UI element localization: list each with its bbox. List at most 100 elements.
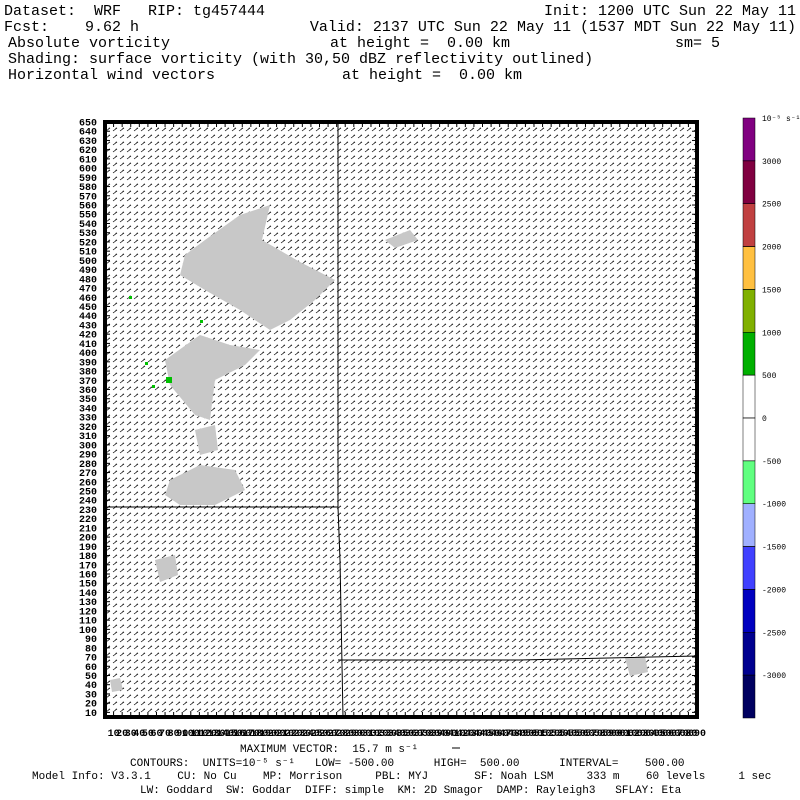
y-tick-label: 280 — [79, 460, 97, 471]
reflectivity-cell — [145, 362, 148, 365]
colorbar-segment — [742, 203, 756, 247]
x-tick-label: 10 — [108, 729, 120, 740]
y-tick-label: 210 — [79, 524, 97, 535]
y-tick-label: 190 — [79, 543, 97, 554]
colorbar-label: 0 — [762, 415, 767, 424]
x-tick-label: 270 — [328, 729, 346, 740]
y-tick-label: 420 — [79, 331, 97, 342]
x-tick-label: 290 — [345, 729, 363, 740]
frame — [103, 120, 699, 719]
y-tick-label: 410 — [79, 340, 97, 351]
x-tick-label: 220 — [285, 729, 303, 740]
x-tick-label: 110 — [190, 729, 208, 740]
y-tick-label: 110 — [79, 617, 97, 628]
state-border — [338, 655, 698, 661]
x-tick-label: 210 — [276, 729, 294, 740]
y-tick-label: 360 — [79, 386, 97, 397]
y-tick-label: 150 — [79, 580, 97, 591]
x-tick-label: 460 — [491, 729, 509, 740]
colorbar-segment — [742, 117, 756, 162]
y-tick-label: 510 — [79, 248, 97, 259]
x-tick-label: 410 — [448, 729, 466, 740]
y-tick-label: 330 — [79, 414, 97, 425]
y-tick-label: 580 — [79, 183, 97, 194]
colorbar-segment — [742, 160, 756, 204]
field-name: Absolute vorticity — [8, 35, 170, 52]
x-tick-label: 550 — [568, 729, 586, 740]
x-tick-label: 100 — [182, 729, 200, 740]
x-tick-label: 540 — [559, 729, 577, 740]
x-tick-label: 570 — [585, 729, 603, 740]
y-tick-label: 600 — [79, 165, 97, 176]
y-tick-label: 270 — [79, 469, 97, 480]
x-tick-label: 610 — [619, 729, 637, 740]
y-tick-label: 590 — [79, 174, 97, 185]
y-tick-label: 650 — [79, 119, 97, 130]
colorbar-segment — [742, 546, 756, 590]
y-tick-label: 320 — [79, 423, 97, 434]
x-tick-label: 200 — [268, 729, 286, 740]
x-tick-label: 130 — [208, 729, 226, 740]
x-tick-label: 370 — [413, 729, 431, 740]
y-tick-label: 530 — [79, 229, 97, 240]
x-tick-label: 650 — [654, 729, 672, 740]
x-tick-label: 280 — [336, 729, 354, 740]
y-tick-label: 50 — [85, 672, 97, 683]
x-tick-label: 390 — [431, 729, 449, 740]
y-tick-label: 290 — [79, 451, 97, 462]
model-info: Model Info: V3.3.1 CU: No Cu MP: Morriso… — [32, 771, 771, 783]
colorbar-label: 2000 — [762, 244, 781, 253]
y-tick-label: 430 — [79, 321, 97, 332]
x-tick-label: 560 — [576, 729, 594, 740]
colorbar-label: 2500 — [762, 201, 781, 210]
y-tick-label: 610 — [79, 155, 97, 166]
x-tick-label: 190 — [259, 729, 277, 740]
y-tick-label: 380 — [79, 368, 97, 379]
y-tick-label: 540 — [79, 220, 97, 231]
y-tick-label: 640 — [79, 128, 97, 139]
max-vector: MAXIMUM VECTOR: 15.7 m s⁻¹ — [240, 744, 418, 756]
y-tick-label: 90 — [85, 635, 97, 646]
y-tick-label: 120 — [79, 607, 97, 618]
y-tick-label: 260 — [79, 478, 97, 489]
wind-vectors — [105, 122, 697, 717]
y-tick-label: 480 — [79, 275, 97, 286]
shade-region — [625, 656, 648, 676]
reflectivity-cell — [166, 377, 172, 383]
x-tick-label: 170 — [242, 729, 260, 740]
x-tick-label: 660 — [662, 729, 680, 740]
y-tick-label: 620 — [79, 146, 97, 157]
x-tick-label: 70 — [159, 729, 171, 740]
x-tick-label: 510 — [534, 729, 552, 740]
shading-info: Shading: surface vorticity (with 30,50 d… — [8, 51, 593, 68]
x-tick-label: 400 — [439, 729, 457, 740]
reflectivity-cell — [129, 296, 132, 299]
x-tick-label: 320 — [371, 729, 389, 740]
colorbar-segment — [742, 589, 756, 633]
field-height: at height = 0.00 km — [330, 35, 510, 52]
x-tick-label: 530 — [551, 729, 569, 740]
colorbar-label: -500 — [762, 458, 781, 467]
x-tick-label: 120 — [199, 729, 217, 740]
x-tick-label: 430 — [465, 729, 483, 740]
y-tick-label: 520 — [79, 238, 97, 249]
y-tick-label: 170 — [79, 561, 97, 572]
y-tick-label: 300 — [79, 441, 97, 452]
x-tick-label: 60 — [150, 729, 162, 740]
x-tick-label: 20 — [116, 729, 128, 740]
y-tick-label: 70 — [85, 654, 97, 665]
x-tick-label: 420 — [456, 729, 474, 740]
y-tick-label: 100 — [79, 626, 97, 637]
x-tick-label: 680 — [679, 729, 697, 740]
y-tick-label: 230 — [79, 506, 97, 517]
x-tick-label: 470 — [499, 729, 517, 740]
x-tick-label: 580 — [594, 729, 612, 740]
y-tick-label: 440 — [79, 312, 97, 323]
colorbar-label: -1500 — [762, 544, 786, 553]
x-tick-label: 180 — [250, 729, 268, 740]
x-tick-label: 50 — [142, 729, 154, 740]
x-tick-label: 140 — [216, 729, 234, 740]
y-tick-label: 490 — [79, 266, 97, 277]
reflectivity-cell — [200, 320, 203, 323]
x-tick-label: 250 — [310, 729, 328, 740]
